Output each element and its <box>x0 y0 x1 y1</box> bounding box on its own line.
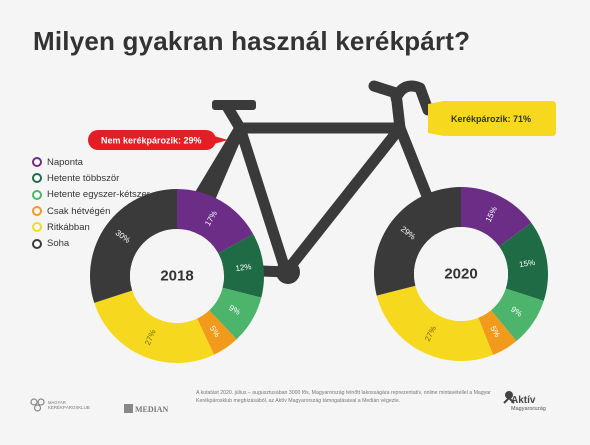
donut-slice <box>197 310 237 355</box>
legend-item: Hetente többször <box>32 170 150 186</box>
slice-label: 12% <box>235 262 252 273</box>
legend-label: Soha <box>47 238 70 250</box>
legend-label: Hetente többször <box>47 172 120 184</box>
donut-year: 2018 <box>160 268 193 285</box>
svg-text:Aktív: Aktív <box>511 395 536 406</box>
legend-swatch <box>32 222 42 233</box>
legend-swatch <box>32 173 42 184</box>
svg-text:MAGYAR: MAGYAR <box>48 400 66 405</box>
seat <box>212 100 256 110</box>
donut-slice <box>209 287 262 340</box>
legend-item: Soha <box>32 235 150 251</box>
page-title: Milyen gyakran használ kerékpárt? <box>33 26 471 56</box>
donut-slice <box>94 290 215 363</box>
donut-2020: 15%15%9%5%27%29%2020 <box>374 187 548 361</box>
kerekparosklub-logo: MAGYAR KERÉKPÁROSKLUB <box>30 398 90 412</box>
donut-year: 2020 <box>444 266 477 283</box>
legend-swatch <box>32 206 42 217</box>
donut-2018: 17%12%9%5%27%30%2018 <box>89 189 264 363</box>
footnote: A kutatást 2020. július – augusztusában … <box>196 390 491 404</box>
cyclists-label: Kerékpározik: 71% <box>451 114 531 124</box>
legend-swatch <box>32 238 42 249</box>
crank <box>276 260 300 284</box>
donut-slice <box>499 222 548 301</box>
donut-slice <box>461 187 532 247</box>
donut-slice <box>177 189 254 254</box>
donut-slice <box>218 234 264 298</box>
slice-label: 15% <box>519 258 536 269</box>
legend-item: Csak hétvégén <box>32 203 150 219</box>
legend-label: Csak hétvégén <box>47 205 111 217</box>
non-cyclists-callout: Nem kerékpározik: 29% <box>88 130 228 150</box>
aktiv-logo: Aktív Magyarország <box>503 391 546 412</box>
legend-swatch <box>32 189 42 200</box>
cyclists-callout: Kerékpározik: 71% <box>428 101 556 136</box>
legend-swatch <box>32 157 42 168</box>
legend-item: Naponta <box>32 154 150 170</box>
donut-slice <box>490 288 544 342</box>
svg-text:MEDIAN: MEDIAN <box>135 405 169 414</box>
legend-item: Ritkábban <box>32 219 150 235</box>
svg-text:KERÉKPÁROSKLUB: KERÉKPÁROSKLUB <box>48 405 90 410</box>
non-cyclists-label: Nem kerékpározik: 29% <box>101 136 202 146</box>
donut-slice <box>374 187 461 296</box>
median-logo: MEDIAN <box>124 404 169 414</box>
legend-label: Hetente egyszer-kétszer <box>47 189 150 201</box>
donut-slice <box>376 285 494 361</box>
donut-slice <box>89 189 177 303</box>
svg-text:Magyarország: Magyarország <box>511 406 546 412</box>
legend: Naponta Hetente többször Hetente egyszer-k… <box>32 154 150 252</box>
legend-label: Ritkábban <box>47 221 90 233</box>
legend-label: Naponta <box>47 156 83 168</box>
donut-slice <box>478 310 517 355</box>
legend-item: Hetente egyszer-kétszer <box>32 187 150 203</box>
